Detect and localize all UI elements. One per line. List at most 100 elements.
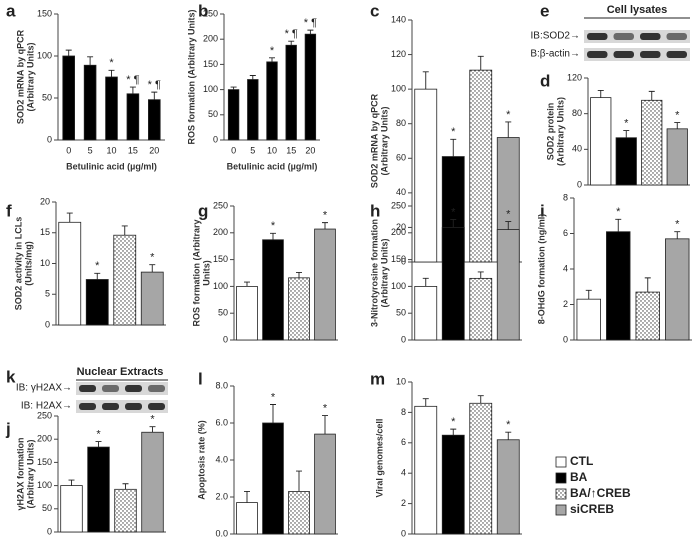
error-bar [505, 221, 512, 230]
significance-mark: * [675, 219, 680, 231]
significance-mark: * [451, 416, 456, 428]
significance-mark: * [616, 206, 621, 218]
bar [126, 93, 140, 141]
error-bar [450, 138, 457, 157]
x-tick-label: 10 [106, 145, 116, 155]
y-tick-label: 0 [47, 134, 52, 144]
y-tick-label: 150 [213, 254, 228, 264]
x-tick-label: 5 [250, 145, 255, 155]
bar [247, 79, 259, 141]
bar [469, 277, 493, 341]
y-tick-label: 100 [203, 84, 218, 94]
bar [236, 502, 258, 535]
panel-letter: c [370, 1, 379, 20]
x-tick-label: 0 [66, 145, 71, 155]
bar [665, 238, 690, 341]
significance-mark: * [271, 220, 276, 232]
panel-letter: g [198, 201, 208, 220]
significance-mark: * ¶ [304, 17, 317, 29]
y-axis-label: ROS formation (Arbitrary [191, 219, 201, 326]
error-bar [296, 470, 302, 492]
y-tick-label: 4.0 [215, 454, 228, 464]
panel-letter: d [540, 71, 550, 90]
y-tick-label: 60 [396, 153, 406, 163]
error-bar [477, 55, 484, 71]
significance-mark: * [96, 428, 101, 440]
blot-band [666, 51, 687, 58]
y-tick-label: 50 [208, 109, 218, 119]
x-tick-label: 20 [149, 145, 159, 155]
blot-band [125, 403, 142, 410]
legend-label: siCREB [570, 502, 614, 516]
error-bar [65, 49, 72, 56]
error-bar [623, 130, 630, 138]
bar [140, 271, 164, 326]
error-bar [615, 218, 622, 232]
panel-letter: a [6, 1, 16, 20]
error-bar [422, 71, 429, 90]
error-bar [422, 398, 429, 407]
bar [304, 33, 317, 141]
y-tick-label: 50 [396, 308, 406, 318]
bar [635, 291, 660, 341]
bar [83, 64, 97, 141]
blot-band [666, 33, 687, 40]
panel-letter: e [540, 1, 549, 20]
y-tick-label: 0 [223, 334, 228, 344]
bar [615, 137, 637, 186]
error-bar [68, 479, 75, 486]
error-bar [597, 90, 604, 98]
blot-strip [76, 382, 168, 395]
bar [85, 279, 109, 326]
y-tick-label: 0 [577, 179, 582, 189]
error-bar [244, 491, 250, 503]
blot-band [125, 385, 142, 392]
y-axis-label: Units) [201, 260, 211, 286]
y-tick-label: 2 [401, 498, 406, 508]
significance-mark: * [624, 118, 629, 130]
error-bar [129, 86, 136, 94]
y-tick-label: 150 [203, 59, 218, 69]
bar [288, 491, 310, 535]
legend-swatch [555, 456, 567, 468]
y-tick-label: 50 [218, 308, 228, 318]
error-bar [477, 395, 484, 404]
significance-mark: * [271, 391, 276, 403]
bar [414, 285, 438, 341]
error-bar [149, 426, 156, 433]
y-axis-label: SOD2 protein [545, 103, 555, 161]
y-tick-label: 4 [563, 263, 568, 273]
y-tick-label: 80 [396, 118, 406, 128]
y-tick-label: 2.0 [215, 491, 228, 501]
error-bar [674, 231, 681, 239]
error-bar [307, 29, 314, 35]
error-bar [505, 431, 512, 440]
y-tick-label: 120 [391, 49, 406, 59]
y-tick-label: 200 [391, 227, 406, 237]
panel-letter: i [540, 201, 545, 220]
y-tick-label: 100 [37, 50, 52, 60]
y-tick-label: 8.0 [215, 380, 228, 390]
bar [148, 99, 161, 141]
y-tick-label: 0 [47, 526, 52, 536]
y-tick-label: 4 [401, 468, 406, 478]
y-tick-label: 150 [391, 254, 406, 264]
blot-band [148, 385, 165, 392]
y-tick-label: 150 [37, 457, 52, 467]
legend-label: BA [570, 470, 588, 484]
y-tick-label: 200 [203, 34, 218, 44]
bar [62, 55, 75, 141]
y-tick-label: 50 [42, 92, 52, 102]
y-axis-label: γH2AX formation [15, 437, 25, 510]
bar [414, 405, 438, 535]
y-tick-label: 10 [396, 376, 406, 386]
bar [262, 422, 284, 535]
blot-band [79, 403, 96, 410]
y-tick-label: 2 [563, 299, 568, 309]
panel-letter: j [5, 419, 11, 438]
blot-band [613, 51, 634, 58]
x-tick-label: 5 [88, 145, 93, 155]
y-axis-label: ROS formation (Arbitrary Units) [186, 9, 196, 144]
blot-band [613, 33, 634, 40]
